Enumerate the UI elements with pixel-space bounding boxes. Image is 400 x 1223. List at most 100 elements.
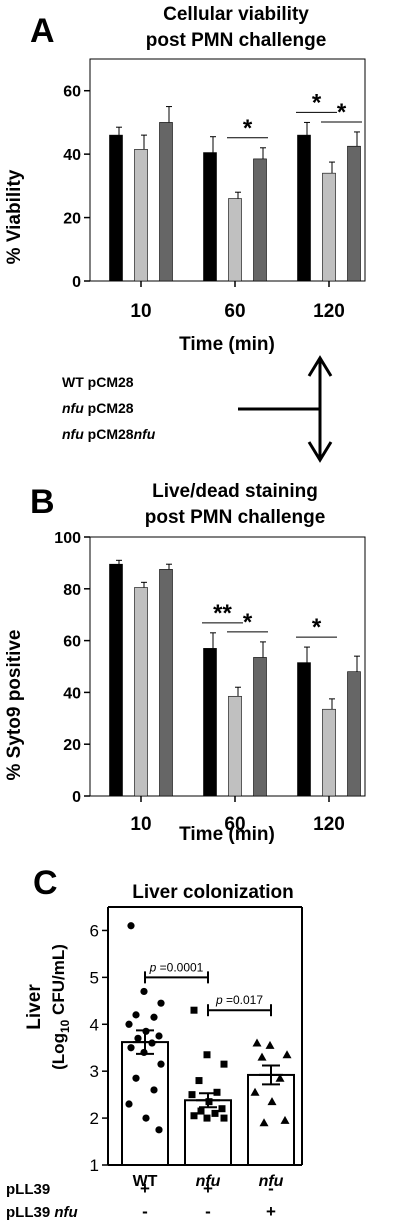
y-tick-label: 100 [54, 530, 81, 547]
data-point-triangle [259, 1118, 269, 1127]
y-tick-label: 40 [63, 147, 81, 164]
bar [228, 198, 242, 282]
data-point-square [220, 1114, 228, 1122]
panel-b-significance: ** * * [202, 600, 337, 641]
y-tick-label: 0 [72, 274, 81, 291]
data-point-circle [157, 1060, 165, 1068]
panel-b-title-line2: post PMN challenge [145, 507, 326, 528]
panel-a-y-axis-label: % Viability [4, 169, 25, 264]
panel-b: B Live/dead staining post PMN challenge … [4, 481, 366, 845]
panel-a-significance: * * * [227, 89, 362, 142]
legend: WT pCM28 nfu pCM28 nfu pCM28nfu [62, 355, 333, 463]
data-point-circle [132, 1011, 140, 1019]
bar [297, 662, 311, 797]
bar [159, 569, 173, 797]
panel-c-comparisons: p =0.0001 p =0.017 [144, 960, 272, 1017]
svg-text:Liver: Liver [24, 984, 45, 1030]
x-tick-label: 10 [130, 814, 151, 835]
data-point-circle [155, 1032, 163, 1040]
svg-text:(Log10 CFU/mL): (Log10 CFU/mL) [49, 944, 72, 1070]
bar [134, 587, 148, 797]
row-label-pll39: pLL39 [6, 1181, 50, 1198]
data-point-circle [140, 1048, 148, 1057]
data-point-square [218, 1105, 226, 1113]
panel-a-x-axis-label: Time (min) [179, 334, 275, 355]
bar [228, 695, 242, 797]
data-point-circle [125, 1100, 133, 1108]
y-tick-label: 1 [90, 1156, 99, 1175]
y-tick-label: 20 [63, 211, 81, 228]
y-tick-label: 20 [63, 737, 81, 754]
data-point-circle [127, 1044, 135, 1052]
data-point-circle [155, 1126, 163, 1134]
comparison-p-value: p =0.0001 [149, 960, 204, 974]
panel-c-y-ticks: 1 2 3 4 5 6 [90, 921, 108, 1175]
panel-c-categories: WT nfu nfu [133, 1173, 284, 1190]
category-label: nfu [259, 1173, 284, 1190]
legend-entry-nfu-complemented: nfu pCM28nfu [62, 426, 156, 442]
row-value: + [140, 1179, 150, 1198]
data-point-circle [148, 1039, 156, 1047]
legend-entry-wt: WT pCM28 [62, 374, 134, 390]
y-tick-label: 2 [90, 1109, 99, 1128]
y-tick-label: 5 [90, 968, 99, 987]
comparison-p-value: p =0.017 [215, 993, 263, 1007]
data-point-triangle [250, 1087, 260, 1096]
bar [347, 145, 361, 282]
y-tick-label: 60 [63, 84, 81, 101]
data-point-triangle [252, 1038, 262, 1047]
panel-b-plot-frame [89, 536, 366, 797]
bar [203, 648, 217, 797]
row-value: - [268, 1179, 274, 1198]
row-value: - [205, 1202, 211, 1221]
y-tick-label: 3 [90, 1062, 99, 1081]
data-point-circle [157, 999, 165, 1007]
data-point-triangle [280, 1115, 290, 1124]
x-tick-label: 120 [313, 814, 345, 835]
y-tick-label: 40 [63, 685, 81, 702]
row-value: - [142, 1202, 148, 1221]
row-value: + [203, 1179, 213, 1198]
data-point-triangle [265, 1040, 275, 1049]
legend-entry-nfu: nfu pCM28 [62, 400, 134, 416]
data-point-triangle [267, 1097, 277, 1106]
panel-b-y-axis-label: % Syto9 positive [4, 630, 25, 781]
y-tick-label: 60 [63, 634, 81, 651]
significance-marker: * [312, 89, 322, 116]
data-point-square [211, 1109, 219, 1117]
significance-marker: * [243, 609, 253, 636]
panel-b-title-line1: Live/dead staining [152, 481, 318, 502]
data-point-square [203, 1114, 211, 1122]
panel-b-x-axis-label: Time (min) [179, 824, 275, 845]
data-point-square [195, 1077, 203, 1085]
bar [159, 122, 173, 282]
panel-b-bars [109, 559, 361, 797]
y-tick-label: 80 [63, 582, 81, 599]
x-tick-label: 60 [224, 301, 245, 322]
significance-marker: * [337, 99, 347, 126]
panel-c-points [125, 922, 292, 1134]
data-point-circle [125, 1020, 133, 1028]
data-point-circle [134, 1034, 142, 1042]
panel-c-bars [121, 1029, 295, 1167]
data-point-triangle [275, 1073, 285, 1082]
panel-a-y-ticks: 0 20 40 60 [63, 84, 90, 291]
data-point-square [205, 1098, 213, 1106]
data-point-square [188, 1091, 196, 1099]
data-point-square [190, 1006, 198, 1014]
significance-marker: * [312, 614, 322, 641]
panel-b-y-ticks: 0 20 40 60 80 100 [54, 530, 90, 806]
panel-a-plot-frame [89, 58, 366, 282]
panel-a-title-line1: Cellular viability [163, 4, 309, 25]
category-label: WT [133, 1173, 158, 1190]
panel-c-title: Liver colonization [132, 882, 294, 903]
category-label: nfu [196, 1173, 221, 1190]
panel-c-label: C [33, 864, 58, 902]
panel-a-bars [109, 106, 361, 282]
bar [253, 158, 267, 282]
data-point-circle [142, 1027, 150, 1035]
bar [134, 149, 148, 282]
panel-a-title-line2: post PMN challenge [146, 30, 327, 51]
data-point-square [197, 1107, 205, 1115]
bar [322, 708, 336, 797]
